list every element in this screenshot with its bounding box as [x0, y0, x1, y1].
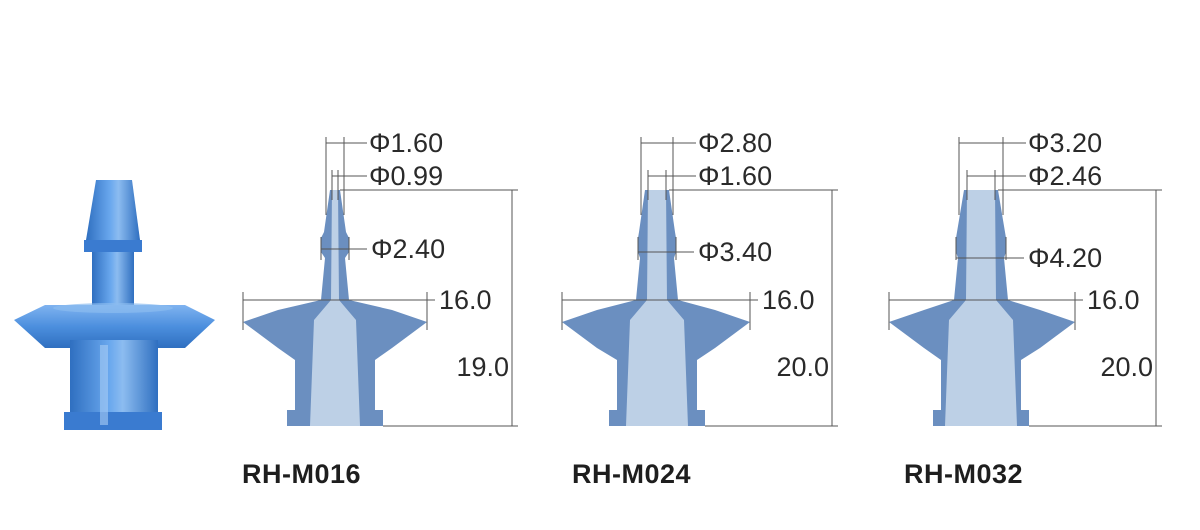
photo-flange [14, 305, 215, 348]
fitting-bore [945, 190, 1017, 426]
dim-label-height: 20.0 [776, 352, 829, 382]
model-label-rh-m024: RH-M024 [572, 459, 691, 489]
photo-stem [92, 252, 134, 307]
dim-label-tip-outer: Φ3.20 [1028, 128, 1102, 158]
dim-label-flange: 16.0 [439, 285, 492, 315]
dim-label-height: 19.0 [456, 352, 509, 382]
dim-label-tip-inner: Φ0.99 [369, 161, 443, 191]
fitting-bore [310, 190, 360, 426]
dim-label-tip-inner: Φ2.46 [1028, 161, 1102, 191]
product-photo [14, 180, 215, 430]
dim-label-tip-inner: Φ1.60 [698, 161, 772, 191]
dim-label-tip-outer: Φ1.60 [369, 128, 443, 158]
model-label-rh-m032: RH-M032 [904, 459, 1023, 489]
photo-tip [86, 180, 140, 240]
fitting-bore [626, 190, 688, 426]
dim-label-flange: 16.0 [1087, 285, 1140, 315]
dim-label-barb: Φ2.40 [371, 234, 445, 264]
dim-label-height: 20.0 [1100, 352, 1153, 382]
model-label-rh-m016: RH-M016 [242, 459, 361, 489]
dim-label-tip-outer: Φ2.80 [698, 128, 772, 158]
dim-label-barb: Φ3.40 [698, 237, 772, 267]
dim-label-flange: 16.0 [762, 285, 815, 315]
dim-label-barb: Φ4.20 [1028, 243, 1102, 273]
photo-body [70, 340, 158, 415]
